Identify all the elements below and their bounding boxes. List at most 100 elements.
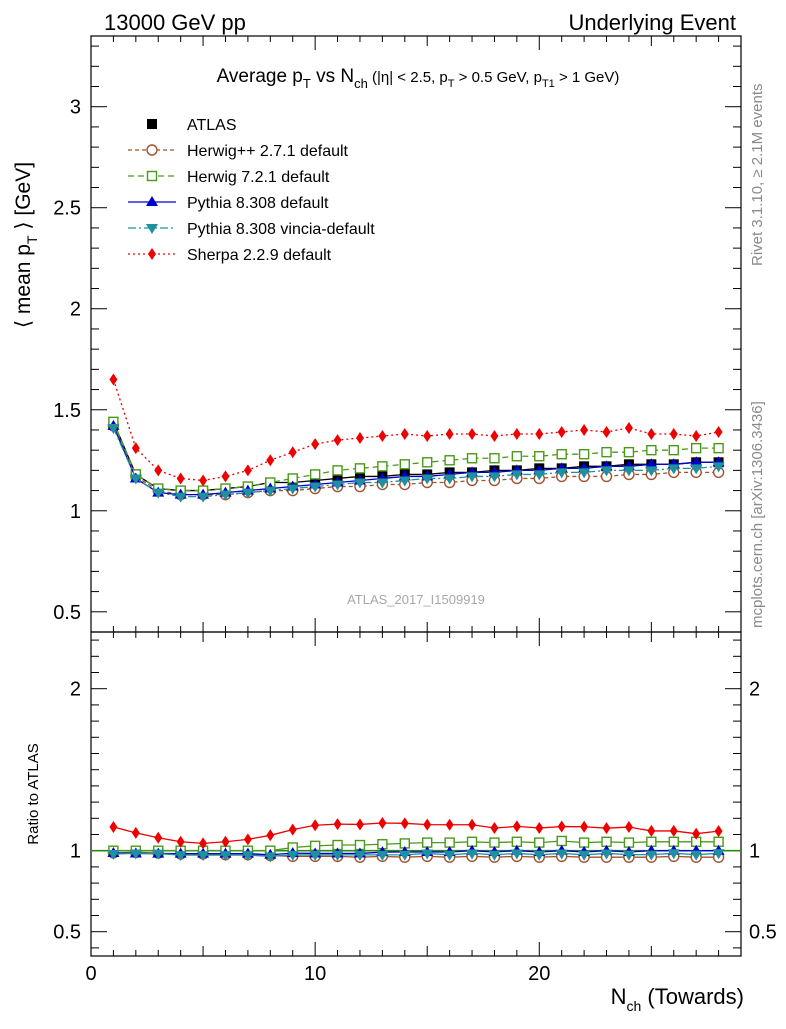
data-point-vincia <box>443 474 456 485</box>
series-line-herwig7 <box>112 421 719 492</box>
y-tick-label: 3 <box>70 97 81 119</box>
legend-marker-vincia <box>146 224 158 234</box>
y-tick-label: 2 <box>70 679 81 701</box>
ylabel-pre: ⟨ mean p <box>12 244 35 328</box>
ylabel-sub: T <box>24 235 40 244</box>
data-point-sherpa <box>445 428 454 441</box>
data-point-sherpa <box>311 819 320 832</box>
header-right: Underlying Event <box>568 10 736 35</box>
data-point-sherpa <box>266 454 275 467</box>
data-point-vincia <box>219 490 232 501</box>
y-tick-label: 0.5 <box>53 602 81 624</box>
series-line-herwig7 <box>113 840 719 852</box>
ratio-series-layer <box>91 816 741 863</box>
data-point-sherpa <box>333 818 342 831</box>
ratio-y-axis-label: Ratio to ATLAS <box>25 743 42 844</box>
data-point-sherpa <box>647 824 656 837</box>
data-point-herwig7 <box>511 451 523 462</box>
data-point-vincia <box>421 474 434 485</box>
data-point-sherpa <box>714 425 723 438</box>
main-axis-ticks: 0.5 1 1.5 2 2.5 3 <box>53 36 742 633</box>
data-point-herwig7 <box>534 837 545 848</box>
x-axis-label: Nch (Towards) <box>611 984 744 1014</box>
data-point-vincia <box>286 484 299 495</box>
data-point-vincia <box>421 849 434 860</box>
data-point-herwig7 <box>332 465 343 476</box>
data-point-vincia <box>600 849 613 860</box>
data-point-sherpa <box>355 432 364 445</box>
data-point-herwig7 <box>668 444 679 456</box>
mcplots-label: mcplots.cern.ch [arXiv:1306.3436] <box>749 401 766 628</box>
data-point-sherpa <box>400 817 409 830</box>
legend-label-vincia: Pythia 8.308 vincia-default <box>187 221 375 238</box>
data-point-vincia <box>466 472 479 483</box>
data-point-vincia <box>241 851 254 862</box>
title-cuts-sub2: T1 <box>542 78 555 90</box>
data-point-sherpa <box>288 446 297 459</box>
data-point-sherpa <box>131 826 140 839</box>
header-left: 13000 GeV pp <box>104 10 246 35</box>
data-point-vincia <box>510 470 523 481</box>
data-point-sherpa <box>445 818 454 831</box>
data-point-vincia <box>219 851 232 862</box>
data-point-vincia <box>353 478 366 489</box>
data-point-vincia <box>533 850 546 861</box>
x-tick-label: 0 <box>85 963 96 985</box>
data-point-vincia <box>376 478 389 489</box>
y-tick-label: 1.5 <box>53 400 81 422</box>
y-tick-label: 0.5 <box>53 922 81 944</box>
data-point-vincia <box>331 850 344 861</box>
chart-title: Average pT vs Nch (|η| < 2.5, pT > 0.5 G… <box>217 66 620 91</box>
legend-entry-sherpa: Sherpa 2.2.9 default <box>128 247 332 264</box>
series-line-vincia <box>112 427 719 498</box>
data-point-herwig7 <box>444 837 455 848</box>
data-point-vincia <box>107 849 120 860</box>
data-point-vincia <box>578 468 591 479</box>
main-series-layer <box>107 373 725 503</box>
data-point-vincia <box>578 850 591 861</box>
legend-entry-vincia: Pythia 8.308 vincia-default <box>128 221 375 238</box>
data-point-sherpa <box>714 825 723 838</box>
data-point-vincia <box>398 850 411 861</box>
data-point-vincia <box>331 480 344 491</box>
data-point-vincia <box>510 849 523 860</box>
data-point-vincia <box>129 849 142 860</box>
data-point-vincia <box>174 851 187 862</box>
title-vs-sub: ch <box>354 76 368 91</box>
y-tick-label: 2 <box>70 299 81 321</box>
series-vincia <box>107 423 725 503</box>
data-point-vincia <box>488 850 501 861</box>
data-point-vincia <box>712 462 725 473</box>
xlabel-pre: N <box>611 984 627 1009</box>
data-point-herwig7 <box>556 449 567 460</box>
data-point-vincia <box>129 474 142 485</box>
data-point-sherpa <box>266 829 275 842</box>
data-point-vincia <box>376 850 389 861</box>
data-point-herwig7 <box>534 451 545 462</box>
data-point-vincia <box>645 850 658 861</box>
data-point-sherpa <box>624 421 633 434</box>
legend-marker-herwigpp <box>146 144 158 156</box>
y-tick-label: 1 <box>70 841 81 863</box>
data-point-herwig7 <box>444 455 455 466</box>
data-point-herwig7 <box>713 442 724 454</box>
data-point-sherpa <box>423 430 432 443</box>
data-point-sherpa <box>221 470 230 483</box>
data-point-herwig7 <box>354 463 366 474</box>
legend-label-pythia: Pythia 8.308 default <box>187 195 329 212</box>
data-point-vincia <box>152 849 165 860</box>
data-point-herwig7 <box>690 442 702 454</box>
series-vincia <box>107 849 725 863</box>
data-point-sherpa <box>647 428 656 441</box>
y-tick-label: 1 <box>70 501 81 523</box>
data-point-sherpa <box>692 430 701 443</box>
data-point-sherpa <box>288 823 297 836</box>
series-line-sherpa <box>113 822 719 845</box>
legend-entry-herwigpp: Herwig++ 2.7.1 default <box>128 143 349 160</box>
title-cuts-open: (|η| < 2.5, p <box>368 69 448 86</box>
legend-entry-herwig7: Herwig 7.2.1 default <box>128 169 330 186</box>
legend-label-sherpa: Sherpa 2.2.9 default <box>187 247 332 264</box>
ylabel-post: ⟩ [GeV] <box>12 162 35 236</box>
data-point-sherpa <box>535 822 544 835</box>
series-herwig7 <box>108 416 724 496</box>
